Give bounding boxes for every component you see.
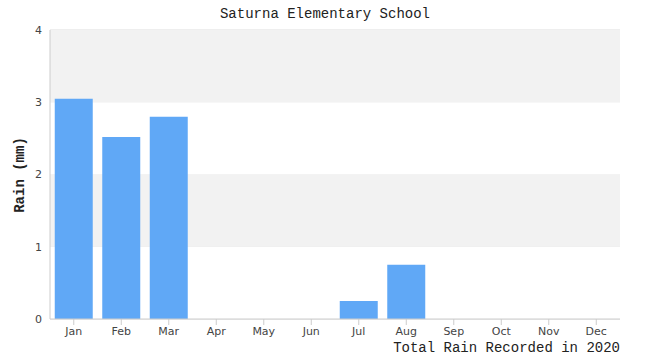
html-text:Rain (mm): Rain (mm) — [12, 137, 28, 213]
svg-text:Mar: Mar — [158, 325, 179, 338]
svg-text:0: 0 — [35, 313, 42, 326]
svg-text:Jan: Jan — [64, 325, 82, 338]
html-text:Saturna Elementary School: Saturna Elementary School — [220, 6, 430, 22]
svg-text:2: 2 — [35, 168, 42, 181]
svg-text:3: 3 — [35, 96, 42, 109]
svg-text:Feb: Feb — [112, 325, 131, 338]
svg-text:Jul: Jul — [351, 325, 365, 338]
svg-text:Oct: Oct — [492, 325, 512, 338]
svg-text:4: 4 — [35, 24, 42, 37]
svg-text:Apr: Apr — [207, 325, 227, 338]
svg-text:Dec: Dec — [586, 325, 607, 338]
svg-text:Aug: Aug — [396, 325, 417, 338]
svg-text:May: May — [252, 325, 275, 338]
html-text:Total Rain Recorded in 2020: Total Rain Recorded in 2020 — [393, 340, 620, 356]
svg-text:Sep: Sep — [443, 325, 464, 338]
svg-text:Jun: Jun — [302, 325, 320, 338]
svg-text:1: 1 — [35, 241, 42, 254]
svg-text:Nov: Nov — [538, 325, 560, 338]
